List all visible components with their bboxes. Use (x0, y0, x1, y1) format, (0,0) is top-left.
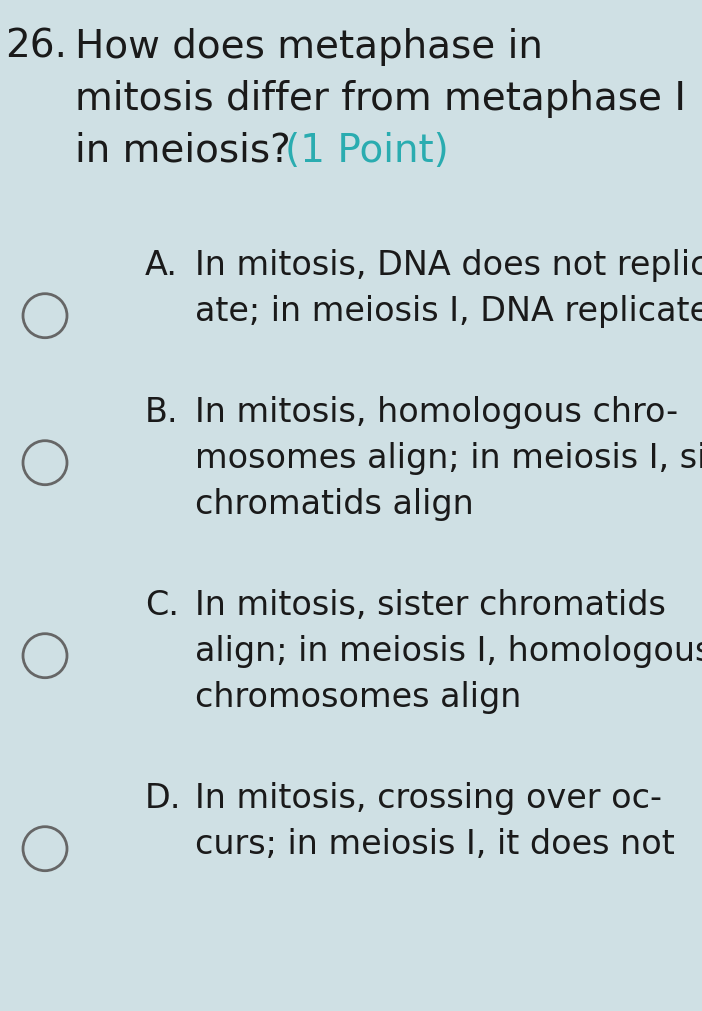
Circle shape (23, 827, 67, 870)
Text: (1 Point): (1 Point) (285, 132, 449, 170)
Circle shape (23, 294, 67, 338)
Text: chromatids align: chromatids align (195, 488, 474, 521)
Text: 26.: 26. (5, 28, 67, 66)
Text: A.: A. (145, 249, 178, 282)
Text: How does metaphase in: How does metaphase in (75, 28, 543, 66)
Text: D.: D. (145, 782, 182, 815)
Text: ate; in meiosis I, DNA replicates: ate; in meiosis I, DNA replicates (195, 295, 702, 328)
Text: In mitosis, homologous chro-: In mitosis, homologous chro- (195, 396, 678, 429)
Text: mosomes align; in meiosis I, sister: mosomes align; in meiosis I, sister (195, 442, 702, 475)
Text: mitosis differ from metaphase I: mitosis differ from metaphase I (75, 80, 686, 118)
Circle shape (23, 441, 67, 484)
Text: C.: C. (145, 589, 179, 622)
Text: In mitosis, crossing over oc-: In mitosis, crossing over oc- (195, 782, 662, 815)
Text: chromosomes align: chromosomes align (195, 681, 522, 714)
Circle shape (23, 634, 67, 677)
Text: B.: B. (145, 396, 178, 429)
Text: align; in meiosis I, homologous: align; in meiosis I, homologous (195, 635, 702, 668)
Text: In mitosis, sister chromatids: In mitosis, sister chromatids (195, 589, 666, 622)
Text: curs; in meiosis I, it does not: curs; in meiosis I, it does not (195, 828, 675, 861)
Text: in meiosis?: in meiosis? (75, 132, 291, 170)
Text: In mitosis, DNA does not replic-: In mitosis, DNA does not replic- (195, 249, 702, 282)
